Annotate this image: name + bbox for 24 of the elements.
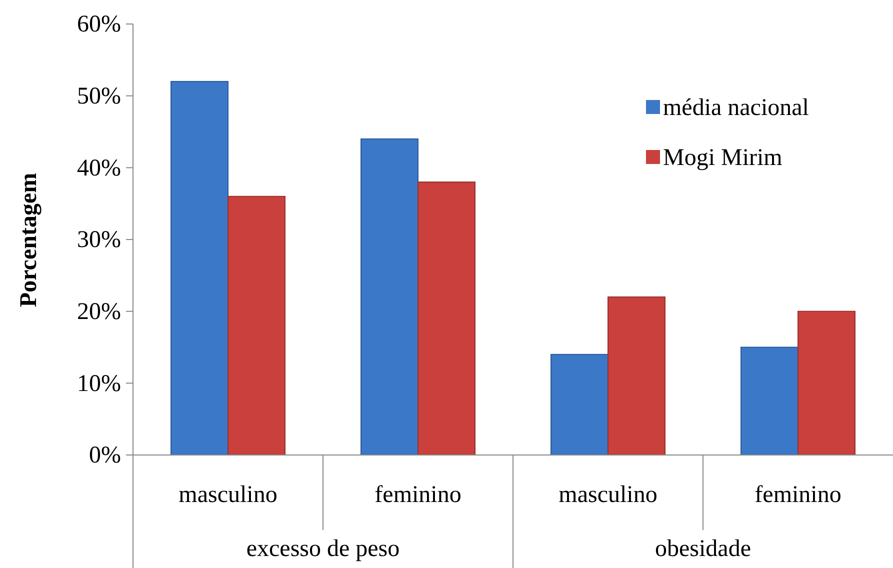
bar: [740, 346, 798, 456]
y-tick-label: 40%: [77, 155, 121, 182]
text: excesso de peso: [246, 536, 400, 562]
bar: [608, 296, 666, 456]
legend-label: Mogi Mirim: [663, 145, 783, 171]
y-tick-label: 20%: [77, 299, 121, 326]
y-tick-label: 10%: [77, 370, 121, 397]
bar: [798, 310, 856, 456]
y-tick-label: 60%: [77, 12, 121, 38]
legend-label: média nacional: [663, 95, 810, 121]
x-tick-label: masculino: [178, 482, 278, 508]
x-tick-label: feminino: [754, 482, 842, 508]
bar: [550, 354, 608, 456]
bar: [170, 80, 228, 456]
y-axis-title: Porcentagem: [16, 172, 42, 308]
x-tick-label: masculino: [558, 482, 658, 508]
bar: [360, 138, 418, 456]
bar: [418, 182, 476, 456]
y-tick-label: 30%: [77, 227, 121, 254]
text: obesidade: [655, 536, 751, 562]
y-tick-label: 50%: [77, 84, 121, 110]
y-tick-label: 0%: [89, 442, 121, 469]
x-tick-label: feminino: [374, 482, 462, 508]
bar: [228, 196, 286, 456]
